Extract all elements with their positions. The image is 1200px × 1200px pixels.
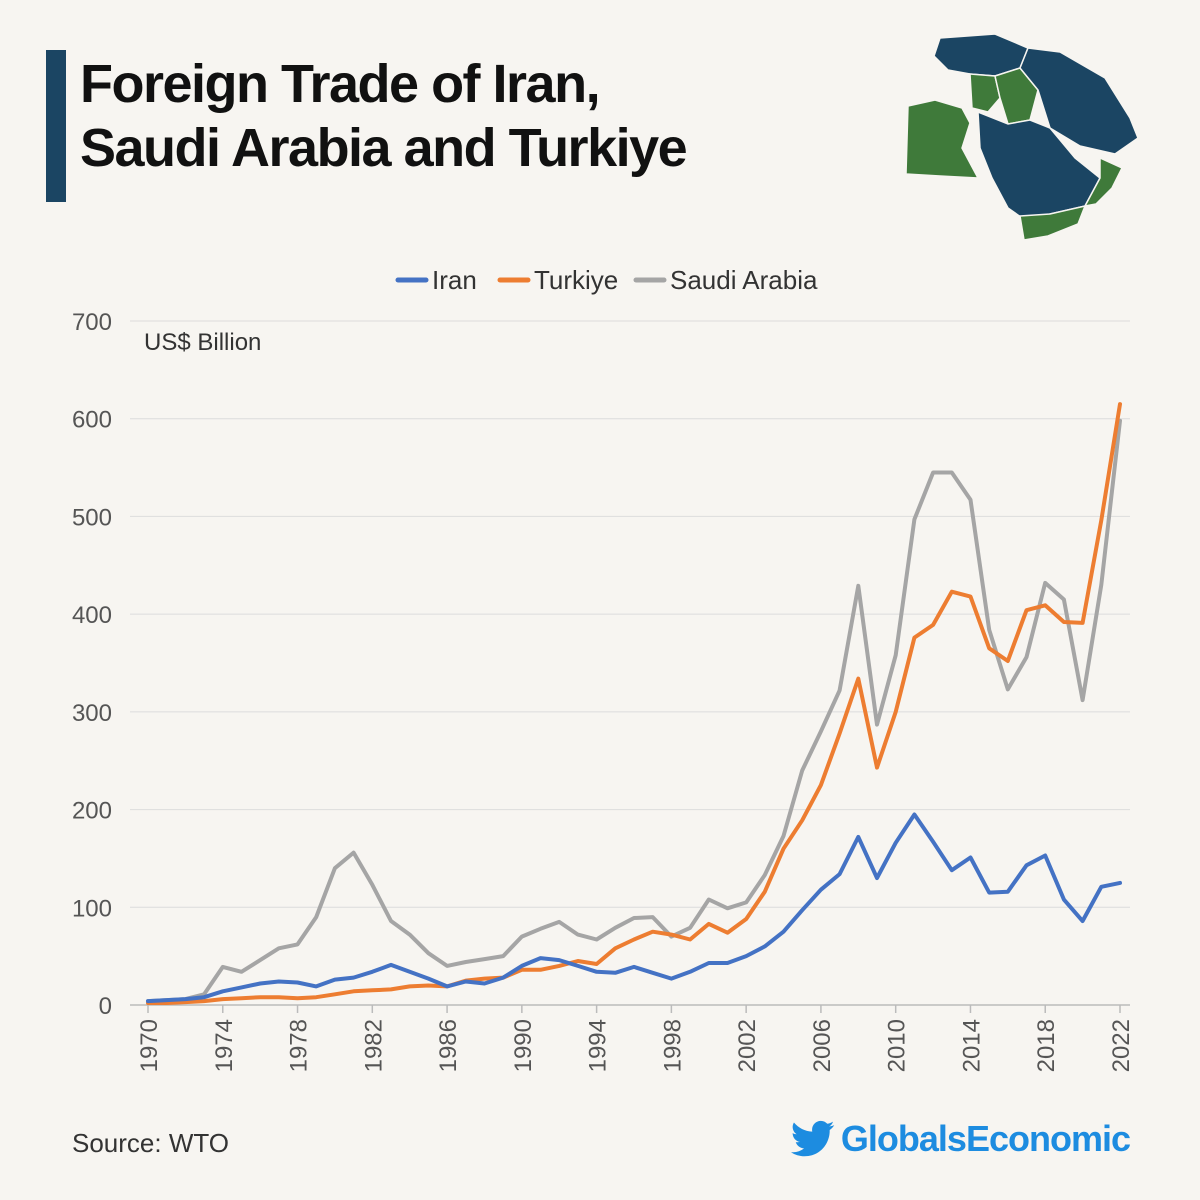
y-tick-label: 300 <box>72 700 112 727</box>
source-note: Source: WTO <box>72 1128 230 1158</box>
chart-series <box>146 402 1122 1005</box>
legend-label: Turkiye <box>534 265 618 295</box>
twitter-bird-icon <box>790 1120 835 1157</box>
brand-name: GlobalsEconomic <box>840 1118 1131 1159</box>
x-tick-label: 1986 <box>435 1019 462 1072</box>
series-line-iran <box>146 812 1122 1004</box>
y-tick-label: 600 <box>72 407 112 434</box>
y-tick-label: 0 <box>99 993 112 1020</box>
brand-signature: GlobalsEconomic <box>790 1118 1131 1160</box>
line-chart: Iran Turkiye Saudi Arabia 0 100 200 300 400 500… <box>72 265 1135 1072</box>
y-axis-unit-label: US$ Billion <box>144 329 261 356</box>
series-line-turkiye <box>146 402 1122 1005</box>
x-axis-ticks: 1970 1974 1978 1982 1986 1990 1994 1998 2002 2006… <box>136 1005 1135 1072</box>
chart-legend: Iran Turkiye Saudi Arabia <box>395 265 818 295</box>
y-tick-label: 100 <box>72 895 112 922</box>
series-line-saudi-arabia <box>146 418 1122 1004</box>
y-tick-label: 700 <box>72 309 112 336</box>
x-tick-label: 2002 <box>734 1019 761 1072</box>
x-tick-label: 1982 <box>360 1019 387 1072</box>
title-accent-bar <box>46 50 66 202</box>
x-tick-label: 2018 <box>1033 1019 1060 1072</box>
chart-grid <box>130 320 1130 1006</box>
x-tick-label: 2022 <box>1108 1019 1135 1072</box>
title-line-1: Foreign Trade of Iran, <box>80 54 601 114</box>
y-axis-ticks: 0 100 200 300 400 500 600 700 <box>72 309 112 1020</box>
x-tick-label: 1990 <box>510 1019 537 1072</box>
y-tick-label: 200 <box>72 798 112 825</box>
x-tick-label: 2010 <box>884 1019 911 1072</box>
x-tick-label: 1998 <box>659 1019 686 1072</box>
y-tick-label: 500 <box>72 504 112 531</box>
legend-label: Iran <box>432 265 477 295</box>
x-tick-label: 2014 <box>958 1019 985 1072</box>
x-tick-label: 1970 <box>136 1019 163 1072</box>
x-tick-label: 1978 <box>286 1019 313 1072</box>
x-tick-label: 2006 <box>809 1019 836 1072</box>
y-tick-label: 400 <box>72 602 112 629</box>
legend-label: Saudi Arabia <box>670 265 818 295</box>
title-line-2: Saudi Arabia and Turkiye <box>80 118 688 178</box>
x-tick-label: 1994 <box>585 1019 612 1072</box>
x-tick-label: 1974 <box>211 1019 238 1072</box>
page-title: Foreign Trade of Iran, Saudi Arabia and … <box>80 52 880 180</box>
middle-east-map-icon <box>905 33 1139 241</box>
